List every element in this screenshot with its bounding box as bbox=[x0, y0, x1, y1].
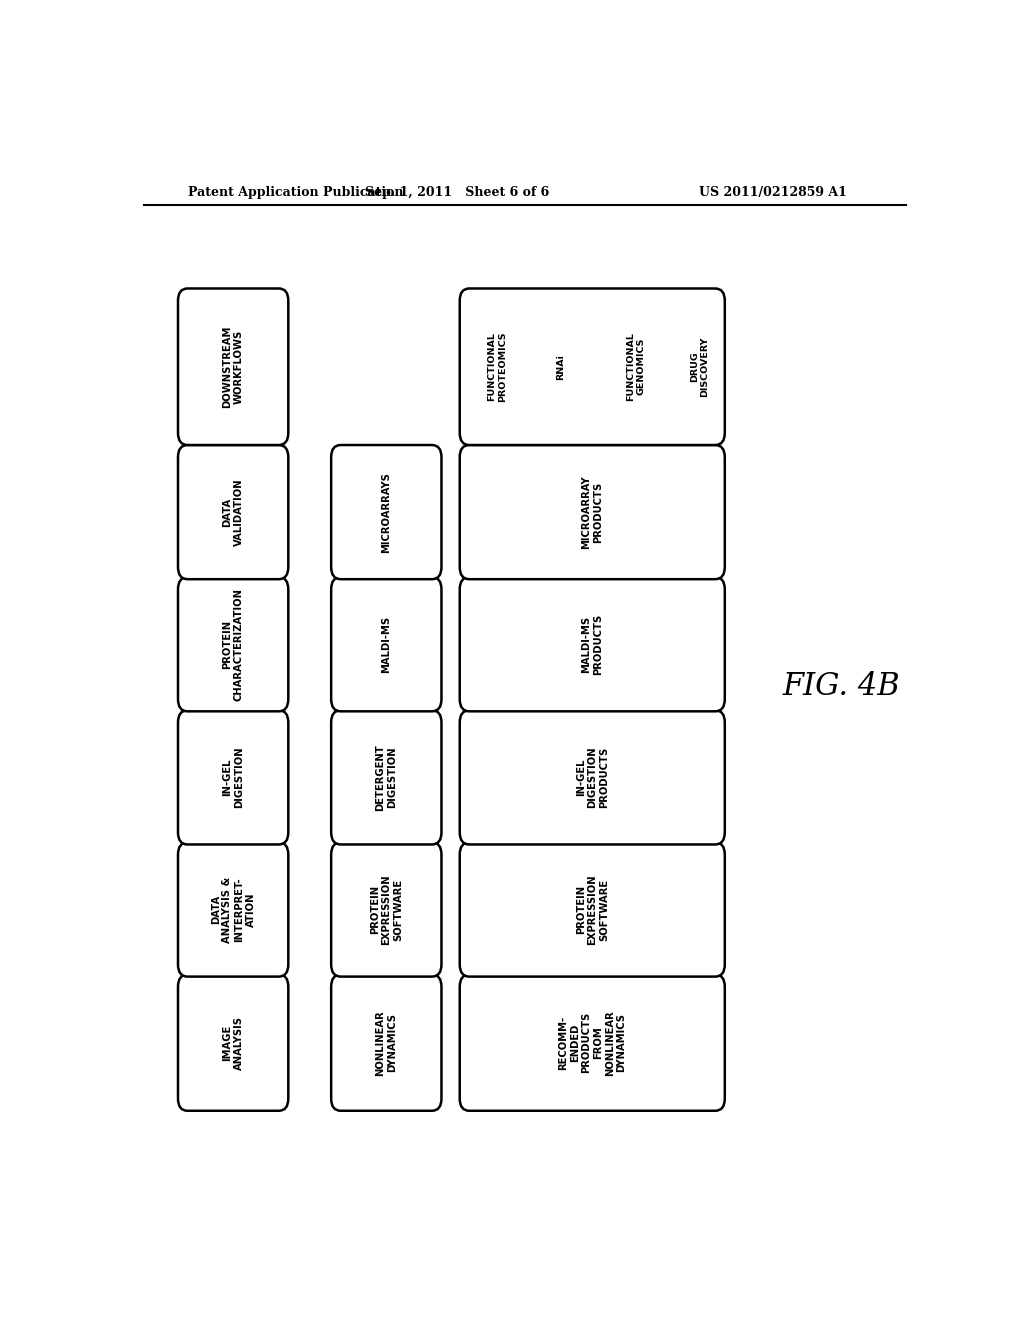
Text: IMAGE
ANALYSIS: IMAGE ANALYSIS bbox=[222, 1015, 244, 1069]
FancyBboxPatch shape bbox=[460, 974, 725, 1110]
Text: FUNCTIONAL
PROTEOMICS: FUNCTIONAL PROTEOMICS bbox=[487, 331, 507, 403]
Text: US 2011/0212859 A1: US 2011/0212859 A1 bbox=[699, 186, 847, 199]
FancyArrow shape bbox=[221, 836, 245, 851]
Text: DETERGENT
DIGESTION: DETERGENT DIGESTION bbox=[376, 744, 397, 810]
FancyBboxPatch shape bbox=[178, 974, 289, 1110]
Text: PROTEIN
EXPRESSION
SOFTWARE: PROTEIN EXPRESSION SOFTWARE bbox=[370, 874, 402, 945]
Text: PROTEIN
CHARACTERIZATION: PROTEIN CHARACTERIZATION bbox=[222, 587, 244, 701]
FancyBboxPatch shape bbox=[178, 289, 289, 445]
Text: DRUG
DISCOVERY: DRUG DISCOVERY bbox=[690, 337, 709, 397]
Text: DATA
VALIDATION: DATA VALIDATION bbox=[222, 478, 244, 546]
Text: FIG. 4B: FIG. 4B bbox=[782, 672, 900, 702]
FancyBboxPatch shape bbox=[178, 445, 289, 579]
FancyBboxPatch shape bbox=[178, 710, 289, 845]
FancyArrow shape bbox=[221, 436, 245, 454]
Text: Patent Application Publication: Patent Application Publication bbox=[187, 186, 403, 199]
FancyBboxPatch shape bbox=[178, 842, 289, 977]
Text: MICROARRAYS: MICROARRAYS bbox=[381, 471, 391, 553]
FancyArrow shape bbox=[221, 570, 245, 586]
FancyBboxPatch shape bbox=[178, 577, 289, 711]
Text: RNAi: RNAi bbox=[556, 354, 565, 380]
FancyArrow shape bbox=[221, 702, 245, 719]
Text: DATA
ANALYSIS &
INTERPRET-
ATION: DATA ANALYSIS & INTERPRET- ATION bbox=[211, 876, 256, 942]
FancyBboxPatch shape bbox=[460, 710, 725, 845]
FancyArrow shape bbox=[221, 968, 245, 983]
Text: MICROARRAY
PRODUCTS: MICROARRAY PRODUCTS bbox=[582, 475, 603, 549]
FancyBboxPatch shape bbox=[460, 445, 725, 579]
FancyBboxPatch shape bbox=[460, 289, 725, 445]
FancyBboxPatch shape bbox=[331, 710, 441, 845]
FancyArrow shape bbox=[375, 836, 398, 851]
FancyArrow shape bbox=[375, 702, 398, 719]
Text: PROTEIN
EXPRESSION
SOFTWARE: PROTEIN EXPRESSION SOFTWARE bbox=[575, 874, 609, 945]
Text: FUNCTIONAL
GENOMICS: FUNCTIONAL GENOMICS bbox=[627, 333, 645, 401]
FancyBboxPatch shape bbox=[331, 974, 441, 1110]
FancyBboxPatch shape bbox=[331, 842, 441, 977]
Text: IN-GEL
DIGESTION
PRODUCTS: IN-GEL DIGESTION PRODUCTS bbox=[575, 747, 609, 808]
FancyArrow shape bbox=[375, 968, 398, 983]
FancyArrow shape bbox=[375, 570, 398, 586]
FancyBboxPatch shape bbox=[460, 577, 725, 711]
Text: MALDI-MS: MALDI-MS bbox=[381, 615, 391, 673]
Text: RECOMM-
ENDED
PRODUCTS
FROM
NONLINEAR
DYNAMICS: RECOMM- ENDED PRODUCTS FROM NONLINEAR DY… bbox=[558, 1010, 627, 1076]
Text: NONLINEAR
DYNAMICS: NONLINEAR DYNAMICS bbox=[376, 1010, 397, 1076]
FancyBboxPatch shape bbox=[331, 445, 441, 579]
Text: DOWNSTREAM
WORKFLOWS: DOWNSTREAM WORKFLOWS bbox=[222, 326, 244, 408]
FancyBboxPatch shape bbox=[331, 577, 441, 711]
Text: IN-GEL
DIGESTION: IN-GEL DIGESTION bbox=[222, 747, 244, 808]
Text: MALDI-MS
PRODUCTS: MALDI-MS PRODUCTS bbox=[582, 614, 603, 675]
Text: Sep. 1, 2011   Sheet 6 of 6: Sep. 1, 2011 Sheet 6 of 6 bbox=[366, 186, 550, 199]
FancyBboxPatch shape bbox=[460, 842, 725, 977]
